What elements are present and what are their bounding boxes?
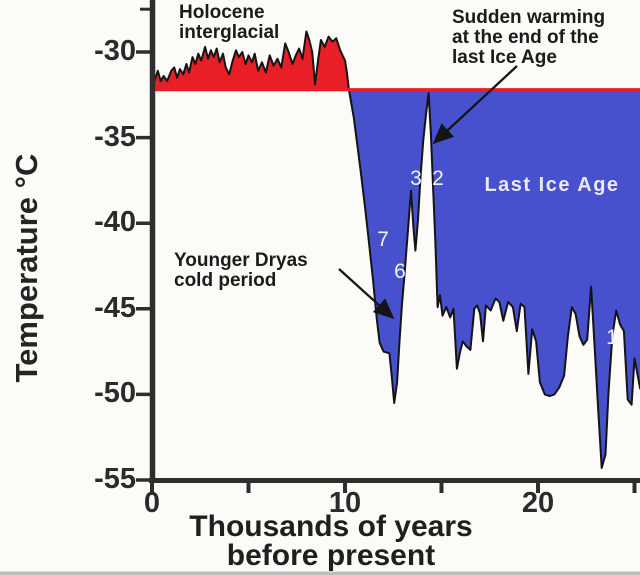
bottom-edge-strip	[0, 571, 640, 575]
ice-age-area	[348, 89, 640, 468]
sudden-warming-arrow	[432, 65, 518, 145]
ice-age-curve-outline	[347, 89, 640, 469]
holocene-curve-outline	[151, 30, 350, 90]
younger-dryas-arrow	[338, 268, 395, 320]
